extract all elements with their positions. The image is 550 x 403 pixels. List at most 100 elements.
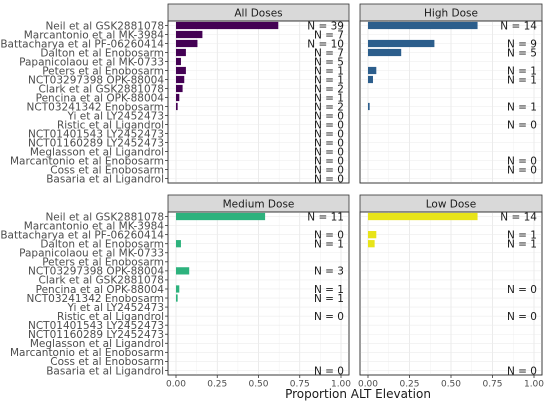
n-label: N = 1	[507, 229, 537, 241]
category-label-battacharya-et-al-pf-06260414: Battacharya et al PF-06260414	[0, 38, 164, 50]
bar-dalton-et-al-enobosarm	[368, 48, 402, 57]
panel-border	[359, 20, 543, 184]
n-label: N = 11	[307, 211, 344, 223]
n-label: N = 0	[507, 311, 537, 323]
bar-pencina-et-al-opk-88004	[176, 93, 180, 102]
category-label-marcantonio-et-al-enobosarm: Marcantonio et al Enobosarm	[10, 347, 164, 359]
category-label-pencina-et-al-opk-88004: Pencina et al OPK-88004	[36, 284, 165, 296]
category-label-pencina-et-al-opk-88004: Pencina et al OPK-88004	[36, 92, 165, 104]
x-tick-label: 0.50	[441, 380, 461, 390]
n-label: N = 2	[314, 101, 344, 113]
category-label-clark-et-al-gsk2881078: Clark et al GSK2881078	[39, 83, 164, 95]
bar-nct03297398-opk-88004	[368, 75, 373, 84]
bar-battacharya-et-al-pf-06260414	[176, 39, 198, 48]
bar-clark-et-al-gsk2881078	[176, 84, 183, 93]
x-tick-label: 0.25	[399, 380, 419, 390]
bar-nct03241342-enobosarm	[368, 102, 370, 111]
bar-dalton-et-al-enobosarm	[176, 48, 186, 57]
bar-nct03241342-enobosarm	[176, 294, 178, 302]
category-label-peters-et-al-enobosarm: Peters et al Enobosarm	[42, 65, 164, 77]
x-tick-label: 1.00	[524, 380, 544, 390]
n-label: N = 14	[500, 20, 537, 32]
category-label-nct01160289-ly2452473: NCT01160289 LY2452473	[28, 329, 164, 341]
n-label: N = 1	[507, 238, 537, 250]
category-label-meglasson-et-al-ligandrol: Meglasson et al Ligandrol	[30, 338, 164, 350]
bar-dalton-et-al-enobosarm	[176, 240, 181, 248]
n-label: N = 5	[314, 56, 344, 68]
category-label-coss-et-al-enobosarm: Coss et al Enobosarm	[50, 164, 164, 176]
n-label: N = 0	[314, 119, 344, 131]
x-axis-ticks: 0.00 0.25 0.50 0.75 1.00	[166, 375, 351, 390]
category-label-neil-et-al-gsk2881078: Neil et al GSK2881078	[45, 211, 164, 223]
bar-nct03297398-opk-88004	[176, 267, 190, 275]
bar-neil-et-al-gsk2881078	[368, 21, 478, 30]
n-label: N = 14	[500, 211, 537, 223]
category-label-nct03297398-opk-88004: NCT03297398 OPK-88004	[28, 266, 164, 278]
panel-title: Medium Dose	[223, 199, 295, 211]
category-label-nct01401543-ly2452473: NCT01401543 LY2452473	[28, 128, 164, 140]
panel-title: All Doses	[234, 8, 282, 20]
category-label-nct03241342-enobosarm: NCT03241342 Enobosarm	[27, 101, 164, 113]
panel-title: High Dose	[424, 8, 478, 20]
bar-battacharya-et-al-pf-06260414	[368, 39, 435, 48]
x-tick-label: 0.00	[358, 380, 378, 390]
n-label: N = 1	[314, 74, 344, 86]
n-label: N = 0	[507, 365, 537, 377]
category-label-nct03241342-enobosarm: NCT03241342 Enobosarm	[27, 293, 164, 305]
category-label-coss-et-al-enobosarm: Coss et al Enobosarm	[50, 356, 164, 368]
n-label: N = 9	[507, 38, 537, 50]
bar-battacharya-et-al-pf-06260414	[368, 231, 377, 239]
bar-peters-et-al-enobosarm	[176, 66, 186, 75]
n-label: N = 1	[314, 92, 344, 104]
category-label-meglasson-et-al-ligandrol: Meglasson et al Ligandrol	[30, 146, 164, 158]
bar-neil-et-al-gsk2881078	[176, 212, 266, 221]
n-label: N = 1	[314, 65, 344, 77]
n-label: N = 1	[507, 74, 537, 86]
bar-papanicolaou-et-al-mk-0733	[176, 57, 181, 66]
category-label-basaria-et-al-ligandrol: Basaria et al Ligandrol	[46, 173, 164, 185]
n-label: N = 0	[314, 311, 344, 323]
n-label: N = 2	[314, 83, 344, 95]
category-label-marcantonio-et-al-mk-3984: Marcantonio et al MK-3984	[24, 29, 165, 41]
n-label: N = 0	[314, 365, 344, 377]
category-label-ristic-et-al-ligandrol: Ristic et al Ligandrol	[57, 119, 164, 131]
category-label-neil-et-al-gsk2881078: Neil et al GSK2881078	[45, 20, 164, 32]
x-tick-label: 0.75	[482, 380, 502, 390]
category-label-marcantonio-et-al-mk-3984: Marcantonio et al MK-3984	[24, 220, 165, 232]
n-label: N = 1	[507, 65, 537, 77]
n-label: N = 1	[314, 284, 344, 296]
x-tick-label: 1.00	[331, 380, 351, 390]
n-label: N = 7	[314, 29, 344, 41]
n-label: N = 10	[307, 38, 344, 50]
n-label: N = 0	[507, 164, 537, 176]
category-label-yi-et-al-ly2452473: Yi et al LY2452473	[66, 302, 164, 314]
n-label: N = 0	[314, 137, 344, 149]
gridlines	[360, 212, 542, 375]
n-label: N = 0	[314, 128, 344, 140]
n-label: N = 0	[314, 146, 344, 158]
category-label-basaria-et-al-ligandrol: Basaria et al Ligandrol	[46, 365, 164, 377]
bar-peters-et-al-enobosarm	[368, 66, 377, 75]
category-label-ristic-et-al-ligandrol: Ristic et al Ligandrol	[57, 311, 164, 323]
category-label-yi-et-al-ly2452473: Yi et al LY2452473	[66, 110, 164, 122]
n-label: N = 0	[507, 155, 537, 167]
gridlines	[168, 212, 349, 375]
n-label: N = 0	[314, 164, 344, 176]
category-label-dalton-et-al-enobosarm: Dalton et al Enobosarm	[40, 238, 164, 250]
bar-dalton-et-al-enobosarm	[368, 240, 375, 248]
n-label: N = 7	[314, 47, 344, 59]
bar-nct03241342-enobosarm	[176, 102, 178, 111]
x-tick-label: 0.25	[207, 380, 227, 390]
bar-neil-et-al-gsk2881078	[368, 212, 478, 221]
bar-nct03297398-opk-88004	[176, 75, 185, 84]
category-label-papanicolaou-et-al-mk-0733: Papanicolaou et al MK-0733	[19, 248, 164, 260]
n-label: N = 0	[314, 155, 344, 167]
